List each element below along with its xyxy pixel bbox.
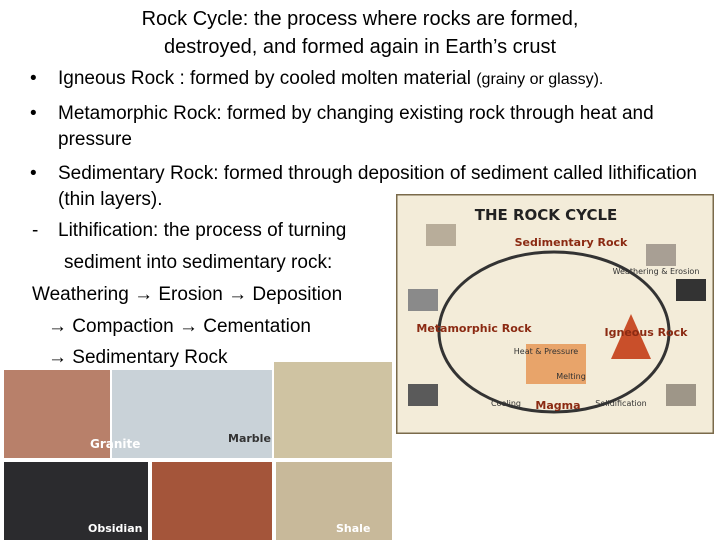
bullet-text: Igneous Rock : formed by cooled molten m… <box>58 68 477 89</box>
label: Metamorphic Rock <box>416 322 532 335</box>
label: Solidification <box>595 399 646 408</box>
bullet-text: Metamorphic Rock: formed by changing exi… <box>58 103 654 150</box>
line: → Sedimentary Rock <box>48 347 228 368</box>
bullet: • Sedimentary Rock: formed through deposi… <box>30 163 697 210</box>
label: Cooling <box>491 399 521 408</box>
bullet: • Metamorphic Rock: formed by changing ex… <box>30 103 654 150</box>
label: Melting <box>556 372 586 381</box>
label: Weathering & Erosion <box>613 267 700 276</box>
photo-label: Shale <box>336 522 370 535</box>
photo-label: Obsidian <box>88 522 142 535</box>
bullet-note: (grainy or glassy). <box>476 71 604 88</box>
label: Igneous Rock <box>605 326 689 339</box>
photo-label: Marble <box>228 432 271 445</box>
title: Rock Cycle: the process where rocks are … <box>141 8 579 30</box>
bullet: • Igneous Rock : formed by cooled molten … <box>30 68 604 89</box>
rock-cycle-diagram: THE ROCK CYCLE Sedimentary Rock Metamorp… <box>396 194 714 434</box>
line: → Compaction → Cementation <box>48 316 311 337</box>
line: Weathering → Erosion → Deposition <box>32 284 343 305</box>
label: Heat & Pressure <box>514 347 579 356</box>
photo-label: Granite <box>90 437 140 451</box>
label: Magma <box>535 399 580 412</box>
title: destroyed, and formed again in Earth’s c… <box>163 36 557 58</box>
label: Sedimentary Rock <box>515 236 628 249</box>
line: Lithification: the process of turning <box>58 220 347 241</box>
diagram-title: THE ROCK CYCLE <box>475 206 618 224</box>
bullet-text: Sedimentary Rock: formed through deposit… <box>58 163 697 210</box>
line: sediment into sedimentary rock: <box>64 252 333 273</box>
dash: - <box>32 220 39 241</box>
photos: Granite Marble Obsidian Shale <box>4 362 392 540</box>
